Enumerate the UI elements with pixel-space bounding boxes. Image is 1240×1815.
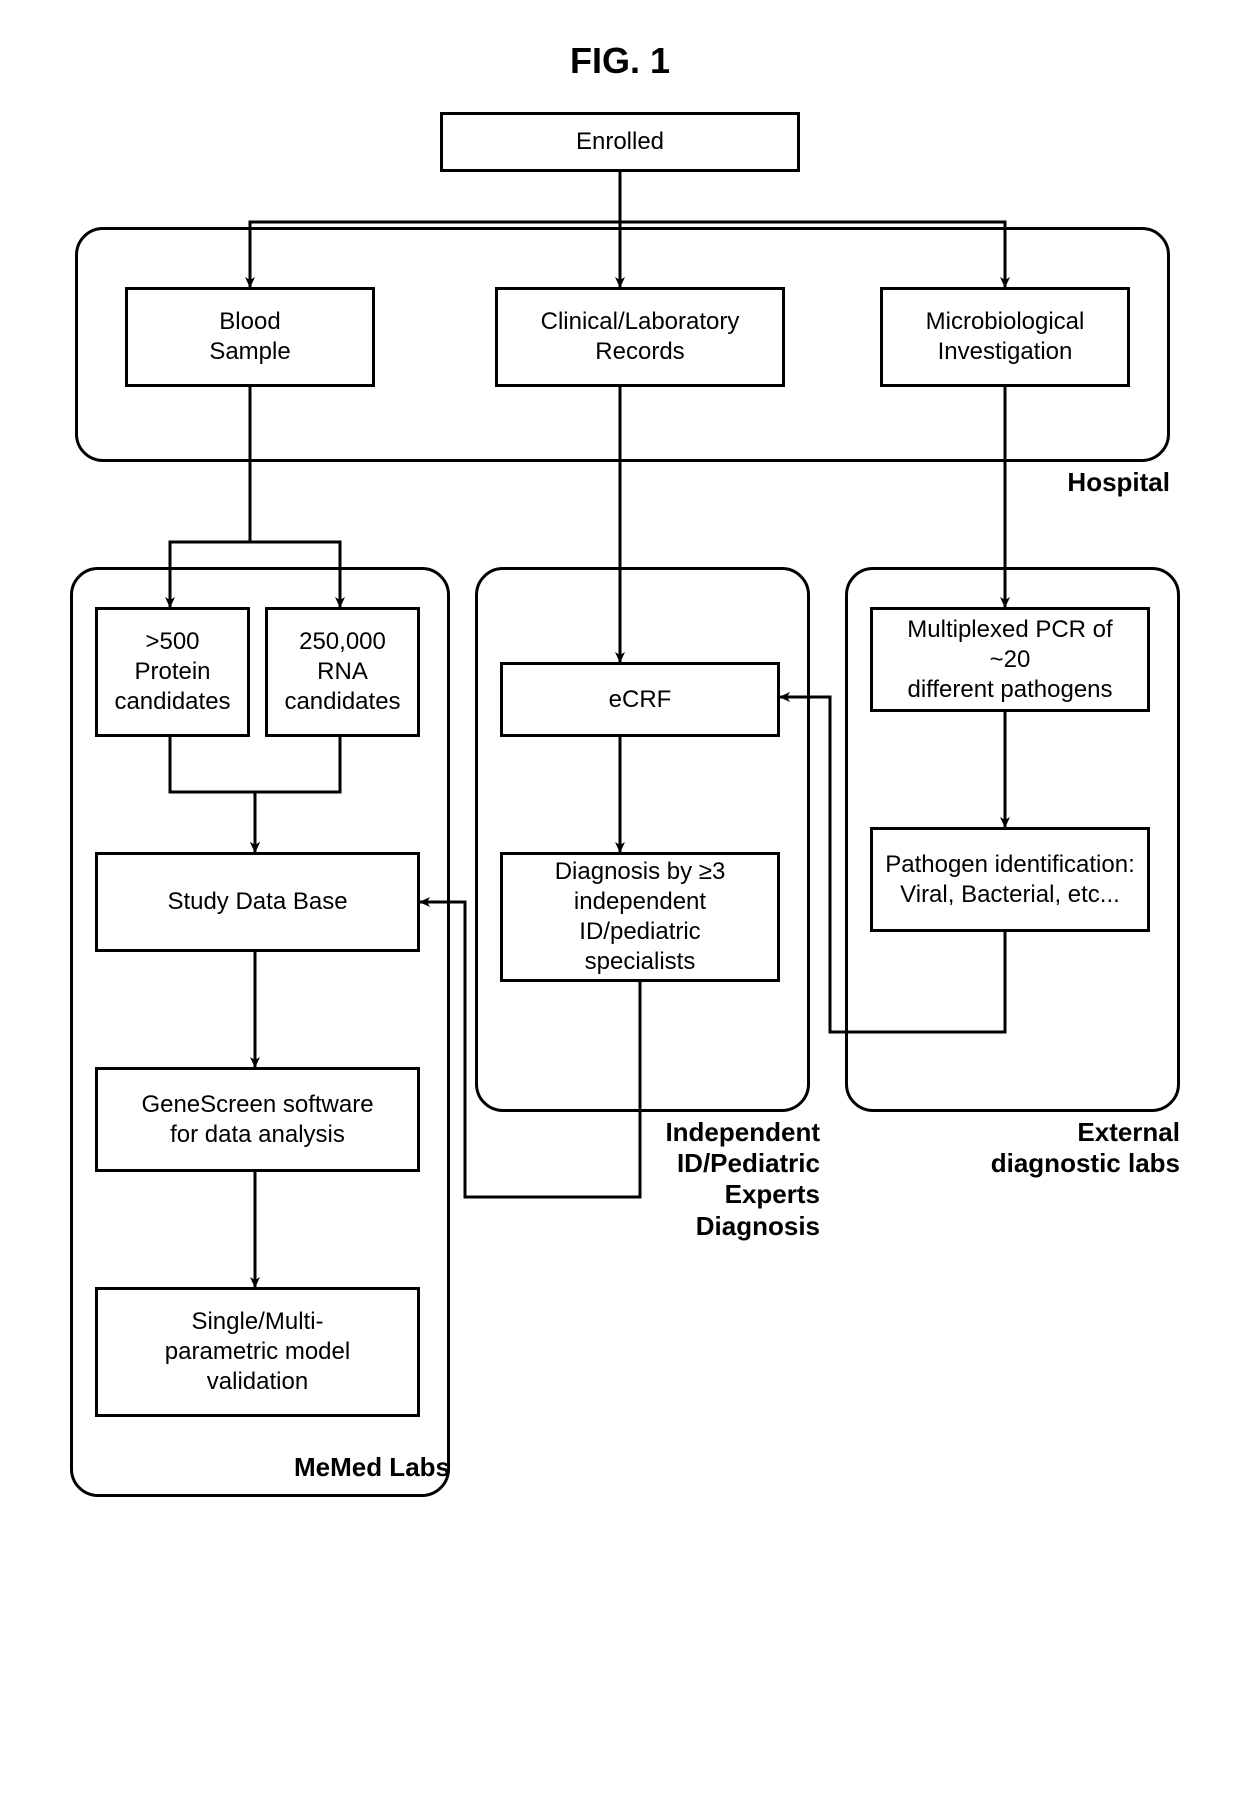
container-label-external: Externaldiagnostic labs	[960, 1117, 1180, 1179]
node-blood-sample: BloodSample	[125, 287, 375, 387]
container-experts	[475, 567, 810, 1112]
node-protein-candidates: >500Proteincandidates	[95, 607, 250, 737]
node-diagnosis: Diagnosis by ≥3independent ID/pediatrics…	[500, 852, 780, 982]
container-label-memed: MeMed Labs	[270, 1452, 450, 1483]
node-validation: Single/Multi-parametric modelvalidation	[95, 1287, 420, 1417]
node-micro-investigation: MicrobiologicalInvestigation	[880, 287, 1130, 387]
node-enrolled: Enrolled	[440, 112, 800, 172]
node-ecrf: eCRF	[500, 662, 780, 737]
node-rna-candidates: 250,000RNAcandidates	[265, 607, 420, 737]
node-pathogen-id: Pathogen identification:Viral, Bacterial…	[870, 827, 1150, 932]
node-clinical-records: Clinical/LaboratoryRecords	[495, 287, 785, 387]
node-genescreen: GeneScreen softwarefor data analysis	[95, 1067, 420, 1172]
container-label-experts: IndependentID/PediatricExpertsDiagnosis	[620, 1117, 820, 1242]
figure-title: FIG. 1	[40, 40, 1200, 82]
container-label-hospital: Hospital	[1050, 467, 1170, 498]
flow-diagram: Hospital MeMed Labs IndependentID/Pediat…	[40, 112, 1200, 1762]
node-pcr: Multiplexed PCR of ~20different pathogen…	[870, 607, 1150, 712]
node-study-database: Study Data Base	[95, 852, 420, 952]
